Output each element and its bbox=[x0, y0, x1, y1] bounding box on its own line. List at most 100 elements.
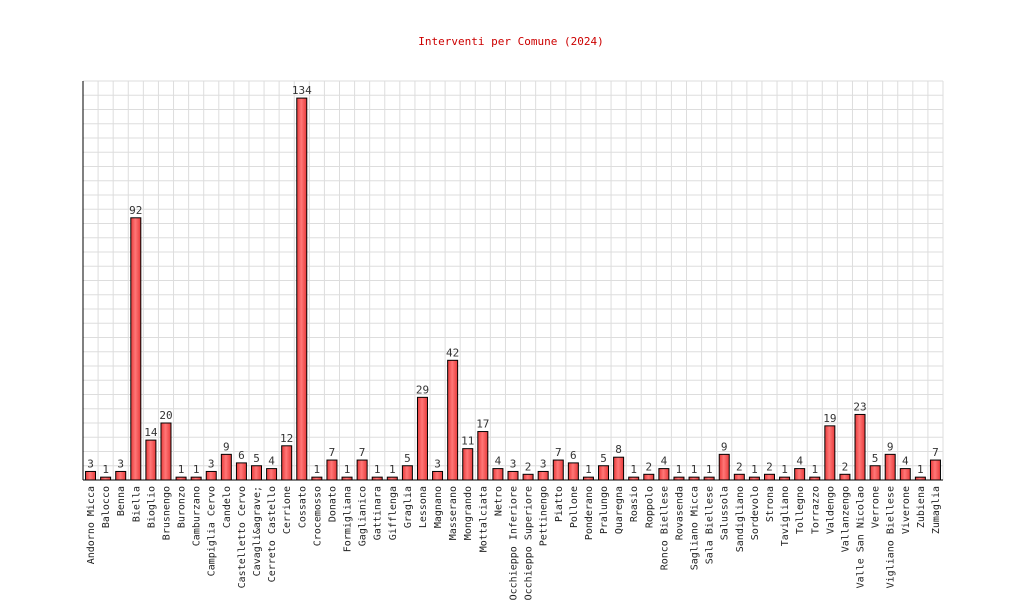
bar-value-label: 1 bbox=[676, 463, 683, 476]
x-tick-label: Viverone bbox=[901, 486, 912, 534]
x-tick-labels: Andorno Micca Balocco Benna Biella Bioglio Br… bbox=[86, 486, 942, 600]
bar-value-label: 17 bbox=[476, 418, 489, 431]
bar bbox=[235, 462, 247, 481]
bar-value-label: 2 bbox=[645, 460, 652, 473]
bar-value-label: 6 bbox=[238, 449, 245, 462]
bar bbox=[779, 476, 791, 481]
x-tick-label: Formigliana bbox=[343, 486, 354, 552]
x-tick-label: Vallanzengo bbox=[840, 486, 851, 552]
bar-value-label: 92 bbox=[129, 204, 142, 217]
x-tick-label: Lessona bbox=[418, 486, 429, 528]
bar bbox=[537, 470, 549, 481]
x-tick-label: Pettinengo bbox=[539, 486, 550, 546]
x-tick-label: Mottalciata bbox=[478, 486, 489, 552]
bar-value-label: 1 bbox=[811, 463, 818, 476]
bar bbox=[326, 459, 338, 481]
x-tick-label: Occhieppo Inferiore bbox=[509, 486, 520, 600]
bar bbox=[733, 473, 745, 481]
x-tick-label: Quaregna bbox=[614, 486, 625, 534]
x-tick-label: Castelletto Cervo bbox=[237, 486, 248, 588]
x-tick-label: Benna bbox=[116, 486, 127, 516]
bar bbox=[205, 470, 217, 481]
x-tick-label: Strona bbox=[765, 486, 776, 522]
x-tick-label: Magnano bbox=[433, 486, 444, 528]
bar-value-label: 1 bbox=[178, 463, 185, 476]
x-tick-label: Gifflenga bbox=[388, 486, 399, 540]
bar bbox=[507, 470, 519, 481]
bar-value-label: 9 bbox=[223, 440, 230, 453]
bar-value-label: 42 bbox=[446, 346, 459, 359]
bar bbox=[190, 476, 202, 481]
bar-value-label: 1 bbox=[706, 463, 713, 476]
bar bbox=[522, 473, 534, 481]
x-tick-label: Valdengo bbox=[825, 486, 836, 534]
bar bbox=[567, 462, 579, 481]
bar-value-label: 1 bbox=[374, 463, 381, 476]
bar bbox=[281, 445, 293, 481]
x-tick-label: Roasio bbox=[629, 486, 640, 522]
x-tick-label: Sandigliano bbox=[735, 486, 746, 552]
x-tick-label: Piatto bbox=[554, 486, 565, 522]
x-tick-label: Mongrando bbox=[463, 486, 474, 540]
bar-value-label: 12 bbox=[280, 432, 293, 445]
bar bbox=[794, 468, 806, 481]
bar bbox=[386, 476, 398, 481]
x-tick-label: Pollone bbox=[569, 486, 580, 528]
bar-value-label: 4 bbox=[902, 455, 909, 468]
bar-value-label: 1 bbox=[781, 463, 788, 476]
bar-value-label: 3 bbox=[540, 457, 547, 470]
bar-value-label: 3 bbox=[434, 457, 441, 470]
bar-value-label: 9 bbox=[887, 440, 894, 453]
x-tick-label: Graglia bbox=[403, 486, 414, 528]
bar bbox=[673, 476, 685, 481]
x-tick-label: Torrazzo bbox=[810, 486, 821, 534]
bar bbox=[809, 476, 821, 481]
bar-value-label: 19 bbox=[823, 412, 836, 425]
x-tick-label: Ponderano bbox=[584, 486, 595, 540]
bar bbox=[341, 476, 353, 481]
bar-value-label: 20 bbox=[159, 409, 172, 422]
bar-value-label: 3 bbox=[510, 457, 517, 470]
bar-value-label: 29 bbox=[416, 383, 429, 396]
bar bbox=[929, 459, 941, 481]
bar-value-label: 5 bbox=[600, 452, 607, 465]
bar-value-label: 1 bbox=[102, 463, 109, 476]
x-tick-label: Campiglia Cervo bbox=[207, 486, 218, 576]
bar bbox=[175, 476, 187, 481]
bar bbox=[884, 453, 896, 481]
x-tick-label: Cerrione bbox=[282, 486, 293, 534]
x-tick-label: Zumaglia bbox=[931, 486, 942, 534]
bar bbox=[432, 470, 444, 481]
bar bbox=[311, 476, 323, 481]
bar-value-label: 1 bbox=[389, 463, 396, 476]
x-tick-label: Sala Biellese bbox=[705, 486, 716, 564]
bar-value-label: 134 bbox=[292, 84, 312, 97]
x-tick-label: Roppolo bbox=[644, 486, 655, 528]
bar-value-label: 1 bbox=[314, 463, 321, 476]
x-tick-label: Rovasenda bbox=[674, 486, 685, 540]
bar bbox=[899, 468, 911, 481]
bar bbox=[703, 476, 715, 481]
bar-value-label: 6 bbox=[570, 449, 577, 462]
bar bbox=[613, 456, 625, 481]
x-tick-label: Ronco Biellese bbox=[659, 486, 670, 570]
x-tick-label: Brusnengo bbox=[161, 486, 172, 540]
x-tick-label: Occhieppo Superiore bbox=[524, 486, 535, 600]
x-tick-label: Sagliano Micca bbox=[690, 486, 701, 570]
bar bbox=[251, 465, 263, 481]
bar-value-label: 4 bbox=[661, 455, 668, 468]
x-tick-label: Cerreto Castello bbox=[267, 486, 278, 582]
bar-value-label: 2 bbox=[525, 460, 532, 473]
x-tick-label: Balocco bbox=[101, 486, 112, 528]
bars bbox=[85, 97, 941, 481]
grid bbox=[82, 80, 944, 481]
x-tick-label: Crocemosso bbox=[312, 486, 323, 546]
bar bbox=[356, 459, 368, 481]
x-tick-label: Netro bbox=[493, 486, 504, 516]
bar-value-label: 9 bbox=[721, 440, 728, 453]
bar-value-label: 7 bbox=[555, 446, 562, 459]
bar bbox=[914, 476, 926, 481]
x-tick-label: Vigliano Biellese bbox=[886, 486, 897, 588]
